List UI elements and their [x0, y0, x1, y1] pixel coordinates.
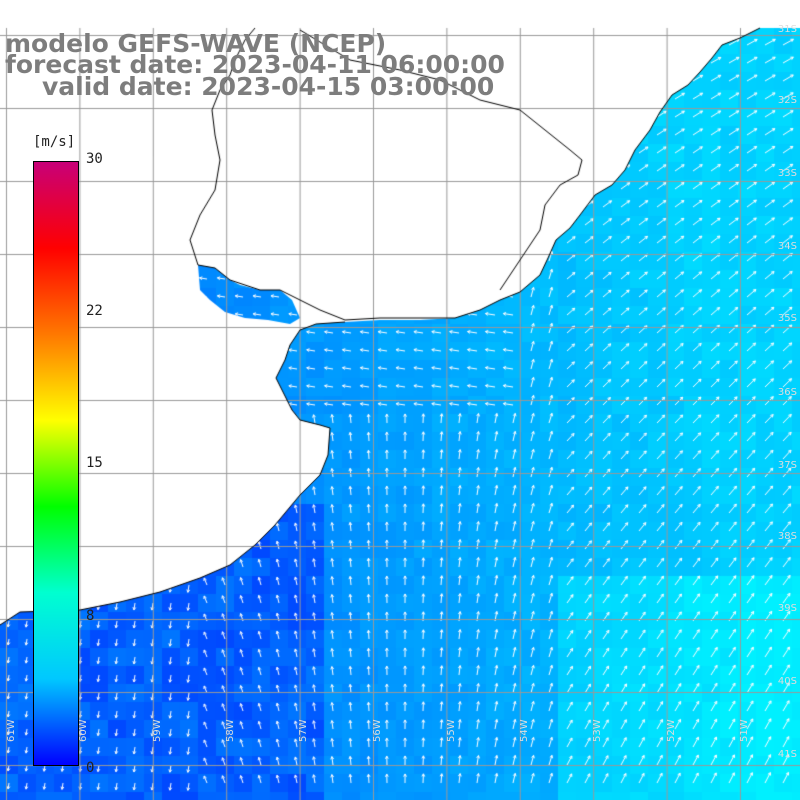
lat-label: 37S	[777, 460, 797, 471]
lat-label: 40S	[777, 676, 797, 687]
colorbar	[33, 161, 79, 766]
colorbar-unit: [m/s]	[33, 134, 76, 150]
colorbar-tick-30: 30	[86, 151, 103, 167]
valid-date: valid date: 2023-04-15 03:00:00	[42, 72, 495, 101]
colorbar-tick-15: 15	[86, 455, 103, 471]
lon-label: 53W	[592, 719, 603, 742]
lat-label: 35S	[777, 313, 797, 324]
colorbar-tick-22: 22	[86, 303, 103, 319]
colorbar-tick-0: 0	[86, 760, 95, 776]
lat-label: 33S	[777, 168, 797, 179]
lat-label: 36S	[777, 387, 797, 398]
lon-label: 61W	[6, 719, 17, 742]
lat-label: 38S	[777, 531, 797, 542]
lon-label: 58W	[225, 719, 236, 742]
lat-label: 34S	[777, 241, 797, 252]
lat-label: 39S	[777, 603, 797, 614]
forecast-date: forecast date: 2023-04-11 06:00:00	[5, 50, 505, 79]
lon-label: 52W	[666, 719, 677, 742]
lon-label: 55W	[446, 719, 457, 742]
lon-label: 59W	[152, 719, 163, 742]
model-title: modelo GEFS-WAVE (NCEP)	[5, 29, 387, 58]
lon-label: 54W	[519, 719, 530, 742]
colorbar-tick-8: 8	[86, 608, 95, 624]
lon-label: 60W	[78, 719, 89, 742]
lat-label: 31S	[777, 24, 797, 35]
lat-label: 41S	[777, 749, 797, 760]
lon-label: 51W	[739, 719, 750, 742]
lon-label: 56W	[372, 719, 383, 742]
lat-label: 32S	[777, 95, 797, 106]
lon-label: 57W	[298, 719, 309, 742]
